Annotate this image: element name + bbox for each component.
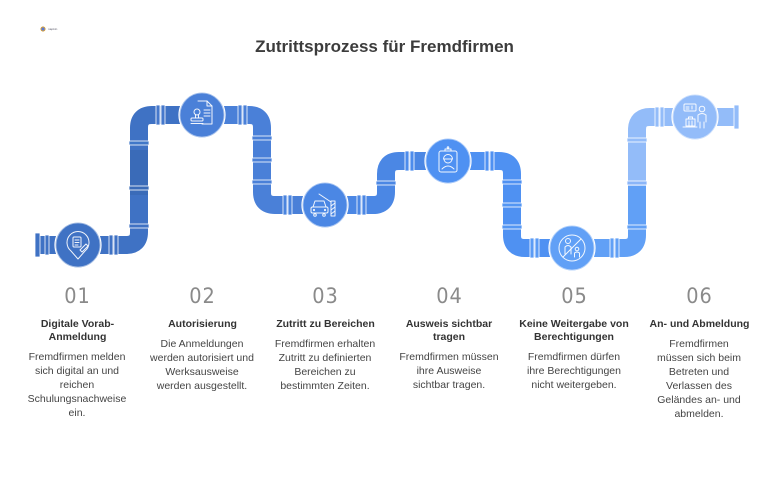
step-description: Die Anmeldungen werden autorisiert und W…	[150, 338, 254, 392]
logo-icon	[40, 26, 46, 32]
step-description: Fremdfirmen melden sich digital an und r…	[27, 351, 127, 419]
step-description: Fremdfirmen erhalten Zutritt zu definier…	[274, 338, 376, 392]
pipe-segment-1	[40, 106, 202, 254]
step-node-2	[178, 91, 226, 139]
pipeline-diagram: .flange { stroke: #ffffff; stroke-width:…	[34, 91, 740, 272]
car-barrier-icon	[310, 193, 336, 217]
document-pin-icon	[66, 231, 90, 260]
stamp-document-icon	[190, 100, 213, 125]
step-node-1	[54, 221, 102, 269]
step-number: 06	[686, 284, 713, 308]
step-4: 04 Ausweis sichtbar tragen Fremdfirmen m…	[387, 284, 512, 392]
pipe-end-cap-left	[34, 232, 41, 258]
step-title: Digitale Vorab- Anmeldung	[15, 318, 140, 344]
step-title: Autorisierung	[168, 318, 237, 330]
id-badge-icon	[438, 146, 458, 173]
step-6: 06 An- und Abmeldung Fremdfirmen müssen …	[637, 284, 762, 421]
step-number: 05	[561, 284, 588, 308]
step-2: 02 Autorisierung Die Anmeldungen werden …	[140, 284, 265, 393]
diagram-title: Zutrittsprozess für Fremdfirmen	[255, 37, 514, 56]
step-1: 01 Digitale Vorab- Anmeldung Fremdfirmen…	[15, 284, 140, 420]
step-number: 03	[312, 284, 339, 308]
step-3: 03 Zutritt zu Bereichen Fremdfirmen erha…	[263, 284, 388, 393]
step-title: An- und Abmeldung	[649, 318, 750, 330]
pipe-end-cap-right	[733, 104, 740, 130]
checkin-desk-icon	[682, 103, 707, 129]
step-title-line: Digitale Vorab-	[40, 318, 115, 330]
step-title: Ausweis sichtbar tragen	[405, 318, 493, 343]
step-title-line: Anmeldung	[48, 331, 107, 343]
step-5: 05 Keine Weitergabe von Berechtigungen F…	[512, 284, 637, 392]
step-node-5	[548, 224, 596, 272]
pipe-flanges	[44, 104, 665, 259]
no-sharing-icon	[558, 234, 586, 262]
step-title: Zutritt zu Bereichen	[276, 318, 375, 330]
brand-logo: napkin	[40, 26, 57, 32]
step-description: Fremdfirmen müssen ihre Ausweise sichtba…	[399, 351, 499, 391]
step-description: Fremdfirmen dürfen ihre Berechtigungen n…	[527, 351, 621, 391]
step-node-3	[301, 181, 349, 229]
step-title: Keine Weitergabe von Berechtigungen	[519, 318, 629, 343]
step-number: 04	[436, 284, 463, 308]
step-node-4	[424, 137, 472, 185]
step-number: 01	[64, 284, 91, 308]
step-number: 02	[189, 284, 216, 308]
logo-text: napkin	[48, 27, 58, 31]
step-node-6	[671, 93, 719, 141]
step-description: Fremdfirmen müssen sich beim Betreten un…	[656, 338, 742, 420]
pipe-segment-5	[572, 108, 695, 257]
